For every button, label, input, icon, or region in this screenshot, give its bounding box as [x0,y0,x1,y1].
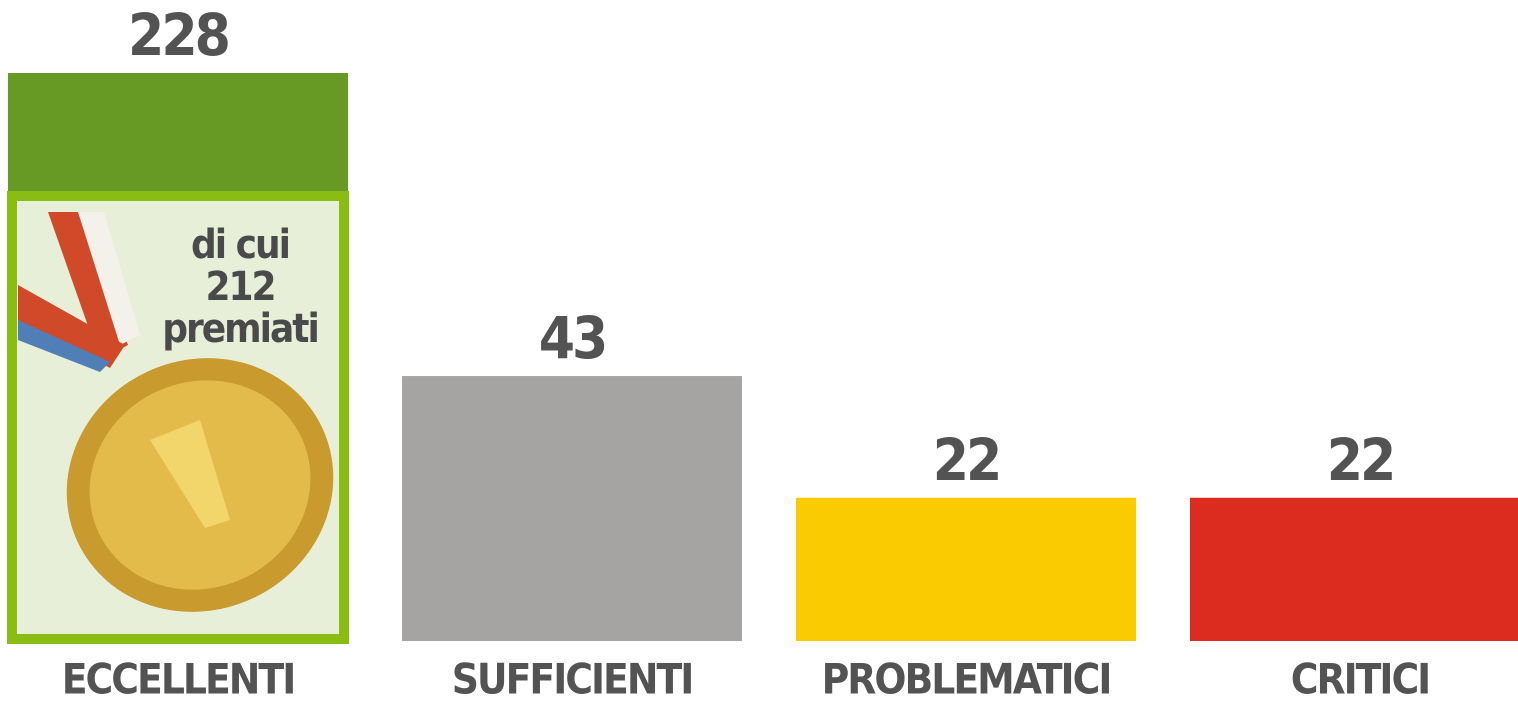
value-label: 228 [128,1,229,69]
annotation: di cui [191,222,289,268]
value-label: 22 [1327,426,1394,494]
category-label: CRITICI [1291,655,1429,701]
category-label: PROBLEMATICI [822,655,1111,701]
category-label: SUFFICIENTI [452,655,693,701]
category-label: ECCELLENTI [62,655,295,701]
annotation: 212 [205,264,274,310]
value-label: 22 [933,426,1000,494]
bar [402,376,742,641]
chart: 228 ECCELLENTI 43 SUFFICIENTI 22 PROBLEMATICI… [0,0,1518,701]
bar [796,498,1136,641]
annotation: premiati [162,306,318,352]
bar [1190,498,1518,641]
value-label: 43 [539,304,606,372]
